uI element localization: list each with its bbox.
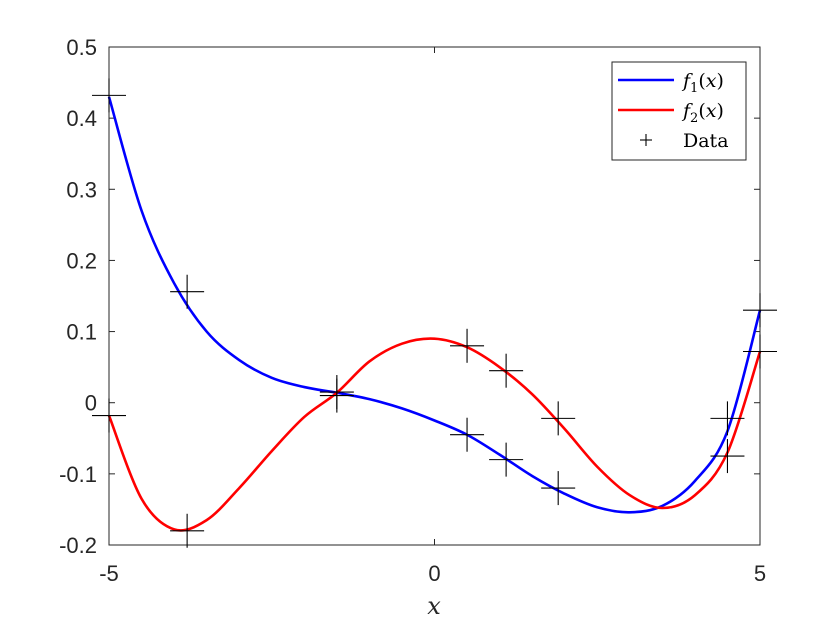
x-tick-label: -5 [99, 561, 119, 586]
data-point-marker [170, 274, 205, 309]
legend-entry: f2(x) [618, 100, 724, 126]
data-markers [92, 78, 777, 548]
y-tick-label: 0.3 [66, 177, 97, 202]
y-tick-label: 0.1 [66, 320, 97, 345]
x-axis-label: x [427, 592, 441, 620]
series-line-1 [107, 96, 762, 514]
data-point-marker [710, 439, 745, 474]
data-point-marker [170, 513, 205, 548]
data-point-marker [319, 378, 354, 413]
y-tick-label: -0.1 [59, 462, 97, 487]
data-point-marker [92, 398, 126, 433]
data-point-marker [743, 293, 777, 328]
y-tick-label: 0 [85, 391, 97, 416]
legend-entry: Data [640, 130, 729, 152]
axis-tick-labels: -5 0 5 -0.2 -0.1 0 0.1 0.2 0.3 0.4 0.5 [59, 35, 766, 586]
y-tick-label: 0.2 [66, 248, 97, 273]
axis-ticks [108, 46, 761, 546]
data-point-marker [489, 353, 524, 388]
data-point-marker [489, 442, 524, 477]
legend: f1(x) f2(x) Data [611, 61, 747, 161]
legend-label: f2(x) [681, 100, 724, 126]
legend-marker [640, 134, 652, 146]
series-curves [107, 96, 762, 532]
y-tick-label: 0.4 [66, 106, 97, 131]
data-point-marker [541, 401, 576, 436]
data-point-marker [743, 334, 777, 369]
series-line-2 [107, 337, 762, 532]
data-point-marker [710, 401, 745, 436]
legend-label: Data [683, 130, 729, 152]
data-point-marker [92, 78, 126, 113]
x-tick-label: 5 [754, 561, 766, 586]
legend-entry: f1(x) [618, 70, 724, 96]
y-tick-label: -0.2 [59, 533, 97, 558]
x-tick-label: 0 [428, 561, 440, 586]
data-point-marker [450, 417, 485, 452]
y-tick-label: 0.5 [66, 35, 97, 60]
data-point-marker [450, 328, 485, 363]
legend-label: f1(x) [681, 70, 724, 96]
data-point-marker [541, 471, 576, 506]
